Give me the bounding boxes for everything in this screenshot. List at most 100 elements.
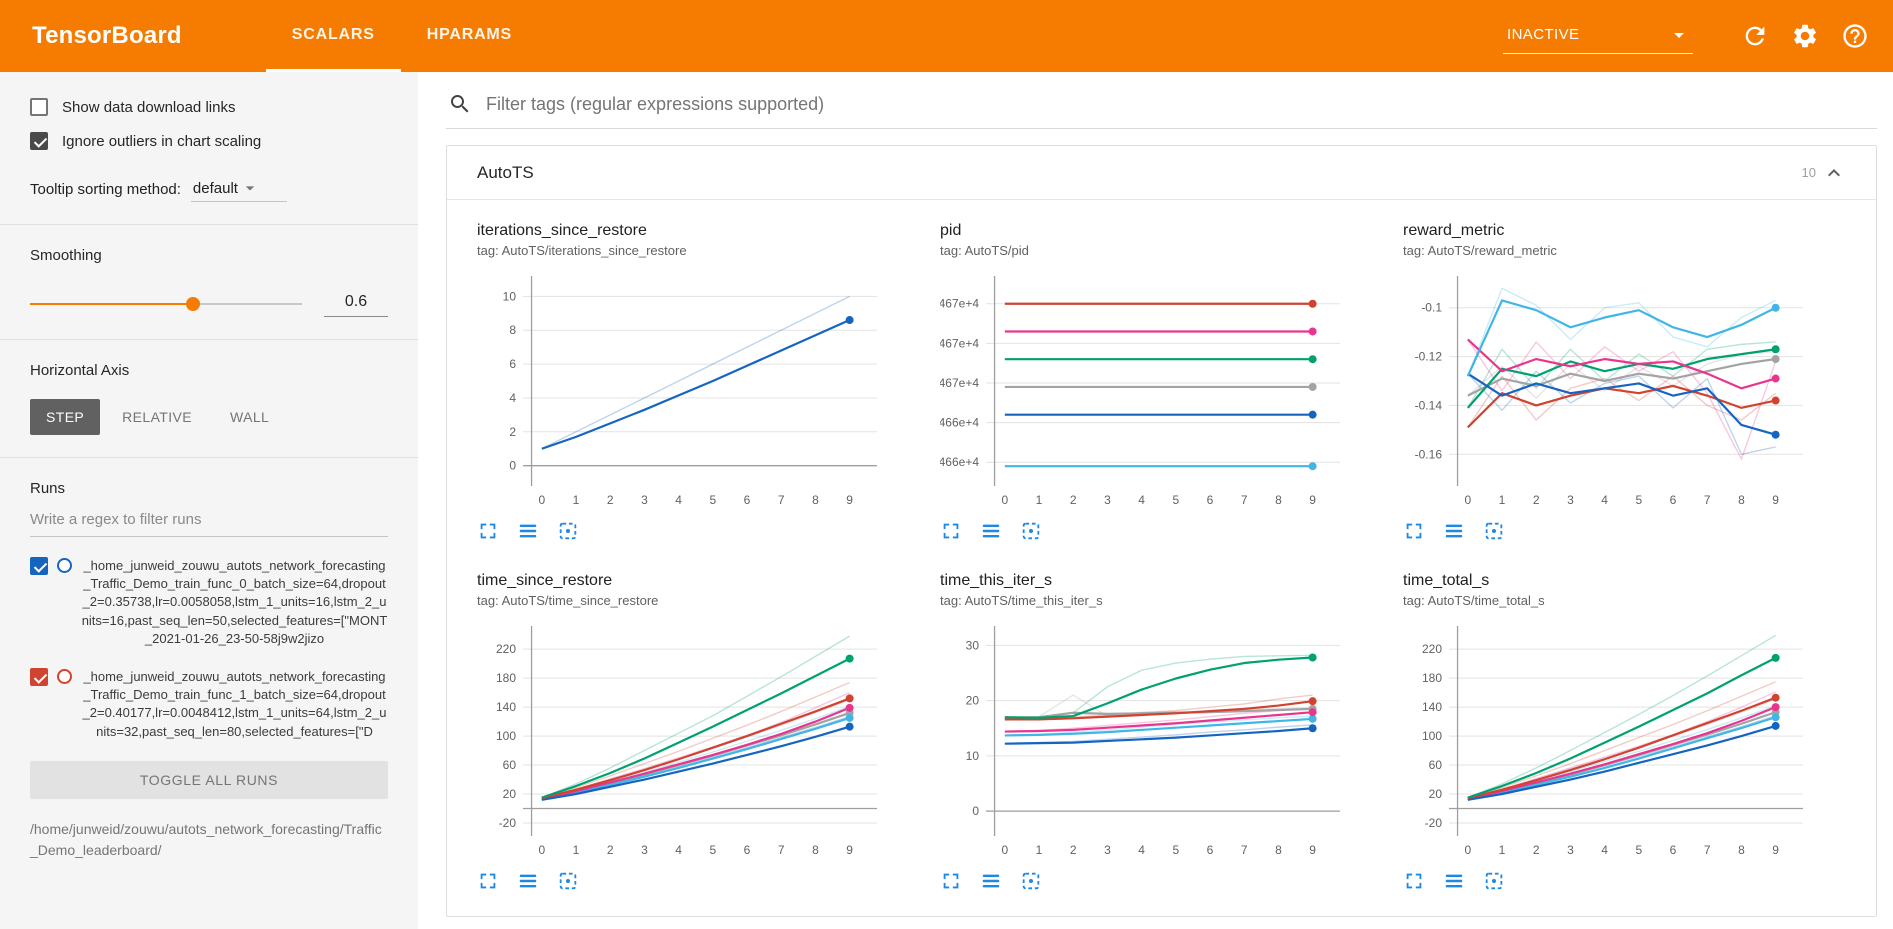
ignore-outliers-label: Ignore outliers in chart scaling (62, 132, 262, 150)
svg-text:-0.16: -0.16 (1415, 447, 1443, 461)
runs-filter-input[interactable] (30, 503, 388, 537)
expand-chart-button[interactable] (1403, 520, 1425, 542)
expand-chart-button[interactable] (477, 870, 499, 892)
svg-text:6: 6 (744, 493, 751, 507)
svg-text:1: 1 (1499, 843, 1506, 857)
line-chart[interactable]: 0 2 4 6 8 10 0 1 2 3 4 5 6 7 8 9 (477, 266, 883, 518)
line-chart[interactable]: 2.467e+4 2.467e+4 2.467e+4 2.466e+4 2.466e+4… (940, 266, 1346, 518)
tag-group-header[interactable]: AutoTS 10 (447, 146, 1876, 200)
gear-icon (1794, 24, 1816, 48)
runs-label: Runs (30, 480, 66, 497)
data-table-icon (982, 524, 1000, 538)
smoothing-label: Smoothing (30, 247, 102, 264)
chart-title: time_this_iter_s (940, 572, 1053, 589)
status-dropdown[interactable]: INACTIVE (1503, 19, 1693, 54)
data-table-button[interactable] (980, 870, 1002, 892)
line-chart[interactable]: -0.1 -0.12 -0.14 -0.16 0 1 2 3 4 5 6 7 8 9 (1403, 266, 1809, 518)
svg-text:4: 4 (1138, 843, 1145, 857)
svg-text:-0.12: -0.12 (1415, 350, 1443, 364)
relative-button[interactable]: RELATIVE (106, 399, 208, 435)
divider (0, 339, 418, 340)
svg-text:7: 7 (1704, 493, 1711, 507)
chart-card: time_this_iter_s tag: AutoTS/time_this_i… (940, 572, 1383, 892)
slider-knob[interactable] (186, 296, 201, 311)
download-links-checkbox[interactable] (30, 98, 48, 116)
data-table-button[interactable] (517, 520, 539, 542)
run-radio[interactable] (57, 558, 72, 573)
data-table-button[interactable] (1443, 520, 1465, 542)
filter-tags-input[interactable] (484, 92, 1875, 116)
settings-button[interactable] (1791, 22, 1819, 50)
status-value: INACTIVE (1507, 26, 1580, 43)
svg-text:9: 9 (1772, 493, 1779, 507)
expand-chart-button[interactable] (940, 870, 962, 892)
chart-card: iterations_since_restore tag: AutoTS/ite… (477, 222, 920, 542)
svg-text:5: 5 (1172, 843, 1179, 857)
line-chart[interactable]: 0 10 20 30 0 1 2 3 4 5 6 7 8 9 (940, 616, 1346, 868)
fit-domain-button[interactable] (1020, 520, 1042, 542)
svg-text:5: 5 (1635, 493, 1642, 507)
search-icon (451, 95, 469, 113)
fit-domain-button[interactable] (1483, 520, 1505, 542)
chart-toolbar (1403, 520, 1846, 542)
step-button[interactable]: STEP (30, 399, 101, 435)
collapse-button[interactable] (1822, 161, 1846, 185)
smoothing-value[interactable]: 0.6 (324, 290, 388, 317)
run-checkbox[interactable] (30, 557, 48, 575)
chart-toolbar (940, 870, 1383, 892)
tooltip-sorting-dropdown[interactable]: default (190, 176, 287, 202)
chart-title: time_since_restore (477, 572, 613, 589)
expand-chart-button[interactable] (1403, 870, 1425, 892)
wall-button[interactable]: WALL (214, 399, 285, 435)
line-chart[interactable]: -20 20 60 100 140 180 220 0 1 2 3 4 5 6 7 8 9 (477, 616, 883, 868)
tab-hparams[interactable]: HPARAMS (426, 25, 513, 43)
smoothing-slider[interactable] (30, 296, 302, 311)
expand-chart-button[interactable] (477, 520, 499, 542)
svg-text:1: 1 (1036, 843, 1043, 857)
svg-text:0: 0 (1001, 843, 1008, 857)
download-links-option[interactable]: Show data download links (30, 98, 388, 116)
svg-text:7: 7 (1704, 843, 1711, 857)
data-table-button[interactable] (517, 870, 539, 892)
svg-text:8: 8 (1738, 493, 1745, 507)
svg-text:140: 140 (496, 700, 516, 714)
fit-domain-icon (1022, 522, 1040, 540)
svg-text:8: 8 (1275, 843, 1282, 857)
line-chart[interactable]: -20 20 60 100 140 180 220 0 1 2 3 4 5 6 7 8 9 (1403, 616, 1809, 868)
chart-tag: tag: AutoTS/reward_metric (1403, 243, 1557, 258)
fit-domain-button[interactable] (557, 520, 579, 542)
svg-text:2: 2 (607, 493, 614, 507)
svg-text:1: 1 (1499, 493, 1506, 507)
svg-text:-0.14: -0.14 (1415, 398, 1443, 412)
ignore-outliers-option[interactable]: Ignore outliers in chart scaling (30, 132, 388, 150)
chart-tag: tag: AutoTS/pid (940, 243, 1029, 258)
expand-chart-button[interactable] (940, 520, 962, 542)
chart-tag: tag: AutoTS/time_total_s (1403, 593, 1545, 608)
run-radio[interactable] (57, 668, 72, 684)
data-table-button[interactable] (980, 520, 1002, 542)
svg-text:4: 4 (1601, 493, 1608, 507)
svg-text:8: 8 (812, 493, 819, 507)
run-row[interactable]: _home_junweid_zouwu_autots_network_forec… (30, 557, 388, 648)
tab-scalars[interactable]: SCALARS (265, 0, 401, 72)
fit-domain-button[interactable] (1020, 870, 1042, 892)
run-checkbox[interactable] (30, 667, 48, 686)
svg-text:-0.1: -0.1 (1421, 301, 1442, 315)
svg-text:20: 20 (503, 787, 517, 801)
fit-domain-button[interactable] (557, 870, 579, 892)
svg-text:3: 3 (641, 493, 648, 507)
toggle-all-runs-button[interactable]: TOGGLE ALL RUNS (30, 760, 388, 799)
svg-text:1: 1 (573, 493, 580, 507)
tag-group-count: 10 (1801, 165, 1816, 180)
chevron-down-icon (245, 186, 255, 191)
chart-title: pid (940, 222, 962, 239)
svg-text:4: 4 (1138, 493, 1145, 507)
svg-text:5: 5 (1172, 493, 1179, 507)
data-table-button[interactable] (1443, 870, 1465, 892)
svg-text:140: 140 (1422, 700, 1442, 714)
run-row[interactable]: _home_junweid_zouwu_autots_network_forec… (30, 667, 388, 741)
refresh-button[interactable] (1741, 22, 1769, 50)
ignore-outliers-checkbox[interactable] (30, 132, 48, 150)
fit-domain-button[interactable] (1483, 870, 1505, 892)
help-button[interactable] (1841, 22, 1869, 50)
